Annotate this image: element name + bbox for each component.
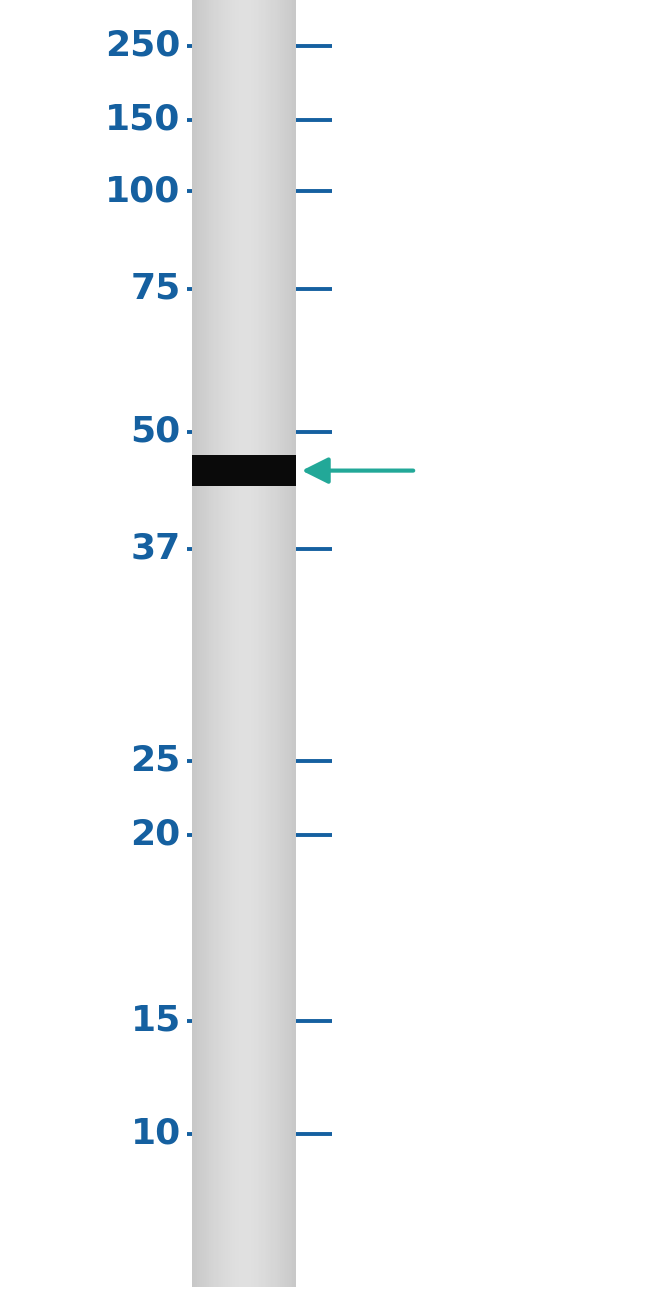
Bar — [235, 0, 237, 1287]
Bar — [194, 0, 196, 1287]
Bar — [291, 0, 293, 1287]
Bar — [237, 0, 239, 1287]
Bar — [261, 0, 263, 1287]
Bar — [211, 0, 213, 1287]
Bar — [195, 0, 198, 1287]
Bar — [197, 0, 200, 1287]
Bar — [259, 0, 262, 1287]
Bar — [202, 0, 205, 1287]
Bar — [220, 0, 222, 1287]
Bar — [256, 0, 258, 1287]
Bar — [204, 0, 206, 1287]
Bar — [192, 455, 296, 486]
Bar — [283, 0, 286, 1287]
Bar — [199, 0, 201, 1287]
Bar — [207, 0, 210, 1287]
Bar — [265, 0, 267, 1287]
Bar — [230, 0, 232, 1287]
Bar — [192, 0, 194, 1287]
Bar — [254, 0, 257, 1287]
Bar — [282, 0, 284, 1287]
Bar — [263, 0, 265, 1287]
Text: 37: 37 — [131, 532, 181, 566]
Text: 150: 150 — [105, 103, 181, 136]
Bar — [273, 0, 276, 1287]
Bar — [216, 0, 218, 1287]
Text: 10: 10 — [131, 1117, 181, 1150]
Bar — [268, 0, 270, 1287]
Bar — [214, 0, 216, 1287]
Bar — [209, 0, 211, 1287]
Bar — [278, 0, 281, 1287]
Bar — [242, 0, 244, 1287]
Text: 25: 25 — [131, 744, 181, 777]
Bar — [223, 0, 226, 1287]
Bar — [200, 0, 203, 1287]
Text: 20: 20 — [131, 818, 181, 852]
Bar — [240, 0, 242, 1287]
Bar — [275, 0, 278, 1287]
Bar — [292, 0, 294, 1287]
Bar — [225, 0, 227, 1287]
Bar — [233, 0, 236, 1287]
Bar — [266, 0, 268, 1287]
Bar — [287, 0, 289, 1287]
Bar — [218, 0, 220, 1287]
Bar — [251, 0, 253, 1287]
Bar — [294, 0, 296, 1287]
Bar — [247, 0, 250, 1287]
Bar — [205, 0, 208, 1287]
Bar — [280, 0, 283, 1287]
Bar — [277, 0, 279, 1287]
Bar — [272, 0, 274, 1287]
Bar — [244, 0, 246, 1287]
Bar — [228, 0, 231, 1287]
Bar — [257, 0, 260, 1287]
Bar — [252, 0, 255, 1287]
Bar — [270, 0, 272, 1287]
Bar — [239, 0, 241, 1287]
Bar — [246, 0, 248, 1287]
Bar — [226, 0, 229, 1287]
Text: 100: 100 — [105, 174, 181, 208]
Bar — [213, 0, 215, 1287]
Text: 250: 250 — [105, 29, 181, 62]
Text: 15: 15 — [131, 1004, 181, 1037]
Bar — [289, 0, 291, 1287]
Text: 50: 50 — [131, 415, 181, 448]
Bar — [285, 0, 288, 1287]
Bar — [231, 0, 234, 1287]
Bar — [221, 0, 224, 1287]
Bar — [249, 0, 252, 1287]
Text: 75: 75 — [131, 272, 181, 306]
